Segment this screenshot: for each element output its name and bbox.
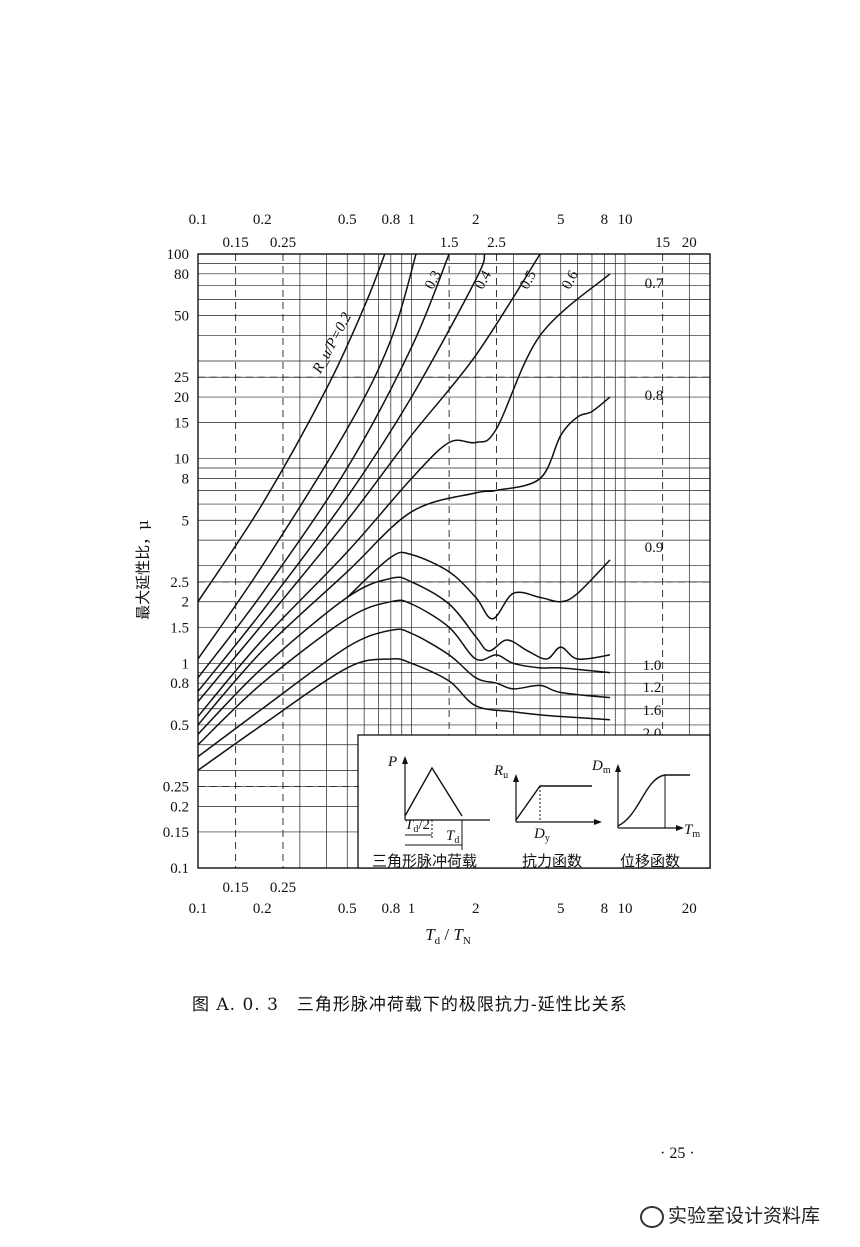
x-tick-label-bottom: 0.25 (270, 880, 296, 896)
y-tick-label: 50 (174, 309, 189, 325)
x-tick-label-top-2: 2.5 (487, 235, 506, 251)
series-label-9: 1.2 (643, 680, 662, 696)
inset-caption-3: 位移函数 (620, 852, 680, 870)
series-line-2 (197, 253, 450, 679)
y-tick-label: 25 (174, 370, 189, 386)
inset-caption-1: 三角形脉冲荷载 (372, 852, 477, 870)
inset-diagrams: P Td/2 Td 三角形脉冲荷载 Ru Dy 抗力函数 Dm Tm (357, 734, 711, 870)
x-tick-label-bottom: 2 (472, 901, 480, 917)
x-tick-label-bottom: 10 (618, 901, 633, 917)
series-line-8 (197, 576, 611, 735)
series-line-11 (197, 658, 611, 771)
series-label-7: 0.9 (645, 540, 664, 556)
y-tick-label: 80 (174, 267, 189, 283)
series-line-0 (197, 253, 386, 603)
x-tick-label-bottom: 0.8 (381, 901, 400, 917)
series-line-10 (197, 628, 611, 758)
x-tick-label-bottom: 5 (557, 901, 565, 917)
x-tick-label-top: 2 (472, 212, 480, 228)
y-axis-title: 最大延性比，μ (134, 520, 152, 620)
series-label-4: 0.6 (559, 268, 582, 293)
page-number: · 25 · (660, 1145, 695, 1162)
x-tick-label-bottom: 8 (601, 901, 609, 917)
inset-p-label: P (387, 754, 397, 770)
y-tick-label: 0.8 (170, 676, 189, 692)
series-label-8: 1.0 (643, 658, 662, 674)
y-tick-label: 0.1 (170, 861, 189, 877)
series-line-1 (197, 253, 417, 660)
y-tick-label: 15 (174, 416, 189, 432)
x-tick-label-top-2: 15 (655, 235, 670, 251)
y-tick-label: 0.5 (170, 718, 189, 734)
inset-box (357, 734, 711, 869)
x-tick-label-bottom: 0.5 (338, 901, 357, 917)
x-tick-label-top: 5 (557, 212, 565, 228)
y-tick-label: 1.5 (170, 620, 189, 636)
x-tick-label-bottom: 20 (682, 901, 697, 917)
x-axis-title: Td / TN (425, 925, 471, 947)
series-label-6: 0.8 (645, 388, 664, 404)
watermark: 实验室设计资料库 (640, 1201, 820, 1228)
series-label-3: 0.5 (517, 268, 540, 292)
y-tick-label: 100 (167, 247, 190, 263)
y-tick-label: 0.15 (163, 825, 189, 841)
series-label-5: 0.7 (645, 276, 664, 292)
y-tick-label: 20 (174, 390, 189, 406)
x-tick-label-top-2: 0.25 (270, 235, 296, 251)
series-line-3 (197, 253, 486, 692)
series-label-10: 1.6 (643, 703, 662, 719)
y-tick-label: 0.25 (163, 780, 189, 796)
wechat-icon (640, 1205, 664, 1228)
series-line-7 (346, 551, 611, 620)
tick-labels: 100805025201510852.521.510.80.50.250.20.… (163, 212, 697, 917)
series-labels: R_u/P=0.20.3 0.4 0.5 0.6 0.70.80.91.01.21.62… (309, 268, 664, 742)
y-tick-label: 8 (182, 472, 190, 488)
series-label-2: 0.4 (472, 268, 495, 293)
x-tick-label-top: 10 (618, 212, 633, 228)
x-tick-label-top-2: 0.15 (222, 235, 248, 251)
curves (197, 253, 611, 771)
y-tick-label: 0.2 (170, 799, 189, 815)
y-tick-label: 10 (174, 452, 189, 468)
x-tick-label-top: 0.2 (253, 212, 272, 228)
x-tick-label-top: 8 (601, 212, 609, 228)
series-label-1: 0.3 (422, 268, 445, 292)
x-tick-label-bottom: 0.2 (253, 901, 272, 917)
figure-caption: 图 A. 0. 3 三角形脉冲荷载下的极限抗力-延性比关系 (192, 995, 628, 1015)
inset-td2-label: Td/2 (405, 817, 430, 835)
y-tick-label: 5 (182, 513, 190, 529)
x-tick-label-bottom: 0.1 (189, 901, 208, 917)
series-line-6 (197, 396, 611, 726)
inset-displacement: Dm Tm 位移函数 (591, 758, 700, 870)
x-tick-label-top: 0.5 (338, 212, 357, 228)
x-tick-label-top-2: 20 (682, 235, 697, 251)
y-tick-label: 2 (182, 595, 190, 611)
x-tick-label-top: 0.8 (381, 212, 400, 228)
x-tick-label-top: 1 (408, 212, 416, 228)
x-tick-label-top-2: 1.5 (440, 235, 459, 251)
series-line-5 (197, 273, 611, 717)
series-line-9 (197, 599, 611, 746)
y-tick-label: 2.5 (170, 575, 189, 591)
inset-caption-2: 抗力函数 (522, 852, 582, 870)
x-tick-label-top: 0.1 (189, 212, 208, 228)
x-tick-label-bottom: 1 (408, 901, 416, 917)
inset-pulse-load: P Td/2 Td 三角形脉冲荷载 (372, 754, 490, 870)
y-tick-label: 1 (182, 656, 190, 672)
series-line-4 (197, 253, 541, 703)
x-tick-label-bottom: 0.15 (222, 880, 248, 896)
inset-resistance: Ru Dy 抗力函数 (493, 763, 602, 870)
watermark-text: 实验室设计资料库 (668, 1205, 821, 1227)
